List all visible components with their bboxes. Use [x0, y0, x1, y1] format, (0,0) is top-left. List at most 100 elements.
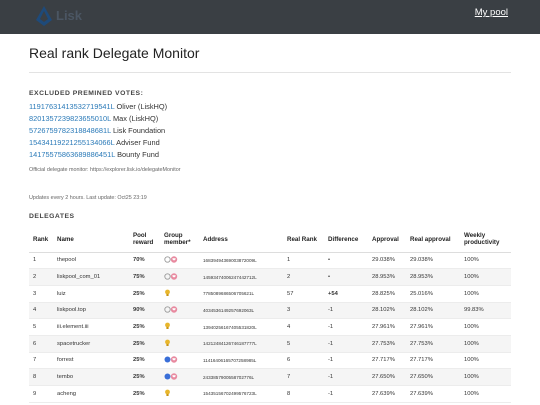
page-title: Real rank Delegate Monitor [29, 45, 200, 61]
cell-weekly-productivity: 100% [460, 335, 511, 353]
cell-weekly-productivity: 100% [460, 268, 511, 286]
excluded-vote-address-link[interactable]: 15434119221255134066L [29, 138, 115, 147]
delegate-name-link[interactable]: liskpool_com_01 [53, 268, 129, 286]
table-row: 7 forrest 25% ❤ 11416406165707258985L 6 -1 27.7… [29, 352, 511, 370]
cell-group-member: ❤ [160, 302, 199, 320]
cell-group-member [160, 318, 199, 336]
table-row: 8 tembo 25% ❤ 2433857900558702776L 7 -1 27.650%… [29, 368, 511, 386]
cell-approval: 27.639% [368, 385, 406, 403]
svg-text:❤: ❤ [172, 375, 176, 380]
cell-real-rank: 6 [283, 352, 324, 370]
cell-real-rank: 57 [283, 285, 324, 303]
cell-address: 16839494369003872009L [199, 252, 283, 270]
table-row: 6 spacetrucker 25% 14212484126746187777L 5 -1… [29, 335, 511, 353]
blue-dot-heart-icon: ❤ [164, 372, 178, 382]
ring-heart-icon: ❤ [164, 272, 178, 282]
column-header-approval[interactable]: Approval [368, 227, 406, 253]
column-header-address[interactable]: Address [199, 227, 283, 253]
my-pool-link[interactable]: My pool [474, 7, 508, 18]
table-row: 2 liskpool_com_01 75% ❤ 14593474006247442712… [29, 268, 511, 286]
cell-address: 2433857900558702776L [199, 368, 283, 386]
column-header-pool-reward[interactable]: Pool reward [129, 227, 160, 253]
cell-real-approval: 28.102% [406, 302, 460, 320]
delegate-name-link[interactable]: tembo [53, 368, 129, 386]
column-header-name[interactable]: Name [53, 227, 129, 253]
svg-text:❤: ❤ [172, 275, 176, 280]
cell-approval: 29.038% [368, 252, 406, 270]
delegates-table-body: 1 thepool 70% ❤ 16839494369003872009L 1 • 29.03… [29, 252, 511, 403]
cell-rank: 3 [29, 285, 53, 303]
excluded-vote-address-link[interactable]: 5726759782318848681L [29, 126, 111, 135]
divider [29, 72, 511, 73]
cell-weekly-productivity: 100% [460, 352, 511, 370]
lightbulb-icon [164, 339, 171, 349]
table-header-row: Rank Name Pool reward Group member* Addr… [29, 227, 511, 253]
cell-approval: 28.102% [368, 302, 406, 320]
excluded-vote-owner: Lisk Foundation [110, 126, 166, 135]
cell-difference: -1 [324, 318, 368, 336]
column-header-rank[interactable]: Rank [29, 227, 53, 253]
excluded-vote-item: 5726759782318848681L Lisk Foundation [29, 125, 167, 137]
lightbulb-icon [164, 389, 171, 399]
cell-rank: 1 [29, 252, 53, 270]
excluded-vote-owner: Oliver (LiskHQ) [114, 102, 168, 111]
svg-text:❤: ❤ [172, 258, 176, 263]
excluded-vote-address-link[interactable]: 14175575863689886451L [29, 150, 116, 159]
cell-weekly-productivity: 100% [460, 285, 511, 303]
cell-weekly-productivity: 100% [460, 368, 511, 386]
cell-pool-reward: 25% [129, 285, 160, 303]
svg-text:❤: ❤ [172, 308, 176, 313]
column-header-real-rank[interactable]: Real Rank [283, 227, 324, 253]
delegate-name-link[interactable]: acheng [53, 385, 129, 403]
delegate-name-link[interactable]: iii.element.iii [53, 318, 129, 336]
cell-real-approval: 27.961% [406, 318, 460, 336]
cell-group-member: ❤ [160, 252, 199, 270]
cell-approval: 27.753% [368, 335, 406, 353]
cell-approval: 28.825% [368, 285, 406, 303]
cell-weekly-productivity: 100% [460, 252, 511, 270]
cell-address: 7785089686506705621L [199, 285, 283, 303]
excluded-vote-address-link[interactable]: 11917631413532719541L [29, 102, 115, 111]
cell-pool-reward: 25% [129, 335, 160, 353]
excluded-vote-owner: Bounty Fund [115, 150, 160, 159]
cell-real-rank: 5 [283, 335, 324, 353]
excluded-vote-item: 11917631413532719541L Oliver (LiskHQ) [29, 101, 167, 113]
column-header-group-member[interactable]: Group member* [160, 227, 199, 253]
table-row: 1 thepool 70% ❤ 16839494369003872009L 1 • 29.03… [29, 252, 511, 270]
cell-approval: 28.953% [368, 268, 406, 286]
cell-group-member: ❤ [160, 368, 199, 386]
cell-approval: 27.961% [368, 318, 406, 336]
delegate-name-link[interactable]: spacetrucker [53, 335, 129, 353]
cell-rank: 2 [29, 268, 53, 286]
cell-pool-reward: 75% [129, 268, 160, 286]
cell-pool-reward: 25% [129, 368, 160, 386]
cell-difference: -1 [324, 385, 368, 403]
cell-address: 4034536149257692063L [199, 302, 283, 320]
column-header-real-approval[interactable]: Real approval [406, 227, 460, 253]
cell-pool-reward: 25% [129, 385, 160, 403]
excluded-vote-address-link[interactable]: 8201357239823655010L [29, 114, 111, 123]
cell-real-approval: 27.753% [406, 335, 460, 353]
cell-rank: 9 [29, 385, 53, 403]
excluded-vote-item: 8201357239823655010L Max (LiskHQ) [29, 113, 167, 125]
excluded-vote-item: 15434119221255134066L Adviser Fund [29, 137, 167, 149]
cell-real-rank: 3 [283, 302, 324, 320]
update-note: Updates every 2 hours. Last update: Oct2… [29, 195, 147, 201]
lisk-logo[interactable]: Lisk [36, 6, 96, 28]
column-header-difference[interactable]: Difference [324, 227, 368, 253]
cell-approval: 27.650% [368, 368, 406, 386]
delegate-name-link[interactable]: liskpool.top [53, 302, 129, 320]
cell-difference: -1 [324, 368, 368, 386]
excluded-votes-list: 11917631413532719541L Oliver (LiskHQ) 820… [29, 101, 167, 161]
cell-real-approval: 25.016% [406, 285, 460, 303]
cell-pool-reward: 90% [129, 302, 160, 320]
cell-group-member [160, 385, 199, 403]
delegate-name-link[interactable]: thepool [53, 252, 129, 270]
cell-difference: -1 [324, 352, 368, 370]
cell-difference: -1 [324, 335, 368, 353]
delegate-name-link[interactable]: luiz [53, 285, 129, 303]
delegate-name-link[interactable]: forrest [53, 352, 129, 370]
column-header-weekly-productivity[interactable]: Weekly productivity [460, 227, 511, 253]
cell-real-approval: 27.717% [406, 352, 460, 370]
cell-rank: 8 [29, 368, 53, 386]
